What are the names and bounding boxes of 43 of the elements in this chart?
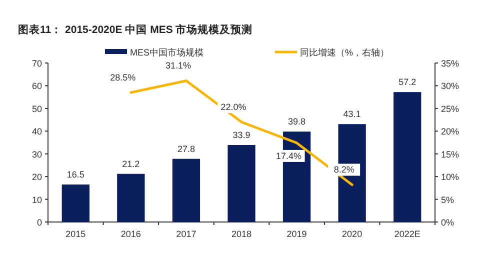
y-tick-label: 50 (32, 104, 42, 114)
y-tick-label: 10 (32, 194, 42, 205)
x-tick-label: 2020 (342, 229, 362, 239)
x-tick-label: 2017 (176, 229, 196, 239)
data-label: 8.2% (334, 164, 354, 175)
bar (394, 92, 422, 222)
data-label: 33.9 (232, 130, 250, 140)
data-label: 22.0% (220, 102, 246, 112)
y-tick-label: 40 (32, 126, 42, 137)
data-label: 39.8 (288, 116, 306, 127)
data-label: 17.4% (276, 150, 302, 161)
y2-tick-label: 25% (441, 104, 460, 114)
y2-tick-label: 0% (441, 218, 454, 228)
bar (228, 145, 256, 222)
legend-label: MES中国市场规模 (130, 48, 204, 58)
data-label: 43.1 (343, 109, 361, 120)
data-label: 16.5 (66, 170, 84, 180)
x-tick-label: 2016 (120, 229, 141, 239)
data-label: 27.8 (177, 144, 195, 154)
y-tick-label: 70 (32, 58, 42, 68)
x-tick-label: 2015 (66, 229, 86, 239)
data-label: 28.5% (110, 72, 136, 83)
legend-label: 同比增速（%，右轴） (300, 48, 390, 58)
data-label: 21.2 (122, 158, 140, 169)
y2-tick-label: 5% (441, 194, 454, 205)
data-label: 57.2 (398, 77, 416, 88)
y2-tick-label: 35% (441, 58, 460, 68)
bar (117, 174, 145, 222)
y2-tick-label: 15% (441, 149, 460, 160)
y-tick-label: 0 (36, 218, 42, 228)
chart-title: 图表11： 2015-2020E 中国 MES 市场规模及预测 (18, 23, 253, 36)
y2-tick-label: 20% (441, 126, 460, 137)
y-tick-label: 30 (32, 149, 42, 160)
bar (172, 158, 200, 222)
y2-tick-label: 30% (441, 81, 460, 92)
bar (62, 184, 90, 222)
y-tick-label: 60 (32, 81, 42, 92)
x-tick-label: 2019 (286, 229, 307, 239)
data-label: 31.1% (165, 60, 191, 71)
y2-tick-label: 10% (441, 172, 460, 182)
y-tick-label: 20 (32, 172, 42, 182)
x-tick-label: 2022E (394, 229, 420, 239)
x-tick-label: 2018 (231, 229, 252, 239)
